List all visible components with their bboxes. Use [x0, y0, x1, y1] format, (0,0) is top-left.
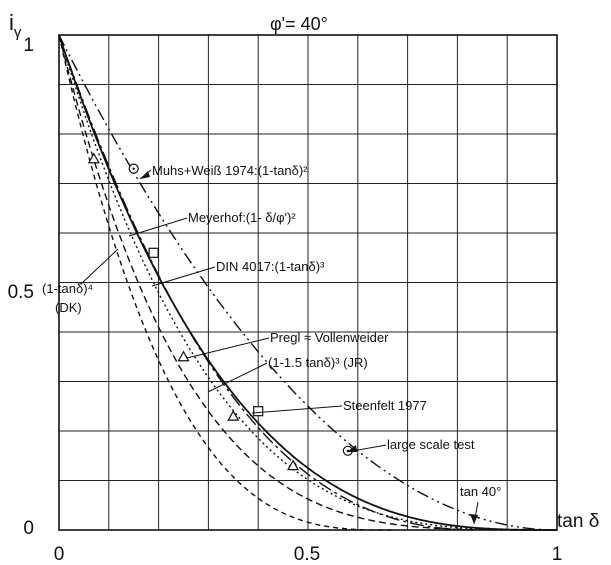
test-point-triangle [287, 459, 300, 471]
y-tick-0: 0 [23, 518, 34, 539]
annotation-large-scale-test: large scale test [387, 437, 475, 452]
y-axis-label-sub: γ [14, 24, 22, 41]
annotation-muhs: Muhs+Weiß 1974:(1-tanδ)² [152, 163, 308, 178]
series-line-3 [58, 34, 557, 531]
test-point-circle-dot [132, 167, 135, 170]
x-tick-0: 0 [54, 544, 65, 565]
annotation-dk-label: (DK) [55, 300, 82, 315]
leader-steenfelt [251, 405, 343, 414]
plot-frame [58, 34, 558, 531]
annotation-meyerhof: Meyerhof:(1- δ/φ')² [188, 210, 296, 225]
series-line-1 [58, 34, 477, 531]
annotation-jr: (1-1.5 tanδ)³ (JR) [268, 355, 368, 370]
leader-meyerhof [128, 217, 188, 237]
leader-din [151, 266, 216, 287]
annotation-steenfelt: Steenfelt 1977 [343, 398, 427, 413]
test-point-triangle [177, 350, 190, 362]
annotation-dk-formula: (1-tanδ)⁴ [42, 281, 93, 296]
annotation-pregl: Pregl ≈ Vollenweider [270, 330, 389, 345]
test-point-square [253, 406, 264, 417]
arrowhead-muhs [140, 171, 150, 179]
annotation-din: DIN 4017:(1-tanδ)³ [216, 259, 325, 274]
test-point-square [148, 247, 159, 258]
series-line-4 [58, 34, 391, 531]
y-axis-label-main: i [9, 10, 14, 35]
annotation-tan40: tan 40° [460, 484, 501, 499]
arrowhead-tan40 [470, 514, 478, 524]
x-tick-1: 1 [552, 544, 563, 565]
x-axis-label: tan δ [557, 511, 599, 532]
leader-jr [207, 362, 268, 393]
arrowhead-large-scale [347, 445, 357, 452]
grid [59, 35, 557, 530]
y-tick-1: 1 [23, 35, 34, 56]
chart-title: φ'= 40° [270, 14, 328, 34]
series-line-2 [58, 34, 557, 531]
x-tick-0.5: 0.5 [294, 544, 320, 565]
test-point-triangle [87, 152, 100, 164]
leader-dk [80, 248, 119, 285]
test-point-triangle [227, 409, 240, 421]
test-markers [87, 152, 353, 471]
y-axis-label: iγ [9, 10, 22, 41]
leader-pregl [186, 337, 270, 359]
y-tick-0.5: 0.5 [8, 282, 34, 303]
annotation-leaders [80, 169, 479, 525]
